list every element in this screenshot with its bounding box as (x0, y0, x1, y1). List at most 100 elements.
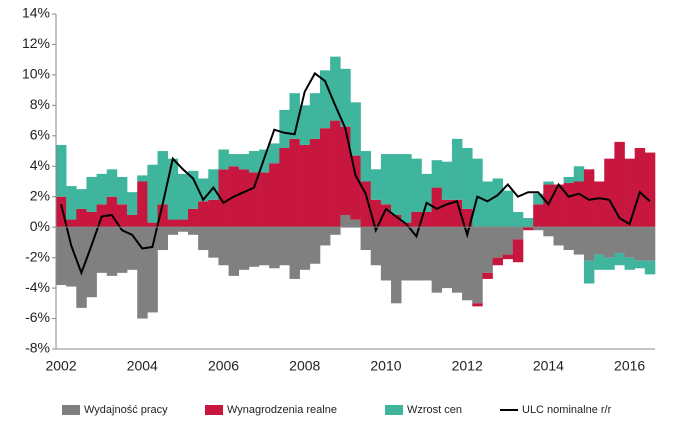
bar (421, 173, 432, 212)
bar (330, 120, 341, 228)
bar (269, 163, 280, 228)
bar (167, 158, 179, 220)
bar (106, 169, 118, 197)
bar (391, 154, 402, 215)
bar (594, 181, 605, 228)
bar (360, 151, 372, 182)
bar (624, 158, 635, 228)
bar (116, 227, 128, 273)
bar (533, 193, 544, 205)
bar (137, 227, 148, 319)
bar (238, 169, 250, 228)
bar (269, 227, 280, 269)
bar (127, 227, 138, 270)
bar (248, 172, 260, 228)
bar (401, 154, 412, 223)
legend-label: Wynagrodzenia realne (227, 404, 337, 416)
bar (411, 158, 422, 212)
bar (330, 56, 341, 121)
bar (106, 196, 118, 228)
bar (187, 170, 199, 209)
bar (259, 227, 270, 266)
x-tick-label: 2016 (614, 358, 645, 374)
bar (127, 215, 138, 228)
bar (299, 144, 311, 228)
bar (66, 219, 77, 228)
y-tick-label: 0% (30, 218, 50, 234)
bar (380, 227, 392, 281)
bar (350, 219, 361, 228)
bar (340, 215, 351, 228)
bar (563, 227, 575, 251)
bar (248, 151, 260, 173)
bar (137, 181, 148, 228)
bar (614, 141, 625, 228)
bar (451, 199, 463, 228)
bar (340, 68, 351, 127)
bar (76, 227, 87, 308)
bar (86, 176, 97, 212)
bar (208, 227, 219, 258)
bar (573, 166, 585, 182)
y-tick-label: -6% (25, 309, 50, 325)
bar (167, 219, 179, 228)
bar (319, 128, 331, 228)
bar (248, 227, 260, 267)
bar (492, 227, 504, 258)
bar (543, 181, 554, 185)
bar (421, 211, 432, 228)
bar (573, 227, 585, 255)
bar (360, 181, 372, 228)
legend-label: Wzrost cen (407, 404, 462, 416)
bar (309, 227, 321, 264)
bar (472, 303, 483, 307)
bar (594, 227, 605, 255)
bar (187, 227, 199, 235)
x-tick-label: 2014 (533, 358, 564, 374)
bar (157, 151, 168, 205)
x-tick-label: 2006 (208, 358, 239, 374)
bar (208, 199, 219, 228)
bar (238, 227, 250, 270)
bar (502, 254, 514, 260)
bar (441, 199, 453, 228)
bar (563, 183, 575, 228)
bar (391, 227, 402, 304)
bar (431, 227, 443, 293)
bar (370, 169, 382, 200)
bar (644, 152, 656, 228)
x-tick-label: 2010 (370, 358, 401, 374)
bar (167, 227, 179, 235)
bar (441, 161, 453, 200)
bar (127, 192, 138, 215)
bar (492, 257, 504, 266)
y-tick-label: -2% (25, 248, 50, 264)
bar (523, 218, 534, 228)
bar (502, 190, 514, 228)
bar (279, 109, 290, 148)
bar (76, 208, 87, 228)
y-tick-label: 14% (22, 5, 50, 21)
bar (502, 227, 514, 255)
y-tick-label: 8% (30, 96, 50, 112)
bar (76, 189, 87, 209)
bar (86, 227, 97, 298)
bar (614, 253, 625, 266)
bar (563, 176, 575, 184)
bar (451, 138, 463, 200)
y-tick-label: 2% (30, 187, 50, 203)
bar (228, 154, 240, 167)
bar (350, 155, 361, 220)
bar (411, 211, 422, 228)
bar (462, 208, 473, 228)
bar (106, 227, 118, 276)
legend-swatch (385, 405, 403, 415)
bar (56, 227, 67, 286)
y-tick-label: 12% (22, 35, 50, 51)
bar (401, 227, 412, 281)
bar (573, 181, 585, 228)
bar (492, 178, 504, 228)
x-tick-label: 2002 (45, 358, 76, 374)
bar (340, 126, 351, 215)
bar (218, 169, 229, 228)
